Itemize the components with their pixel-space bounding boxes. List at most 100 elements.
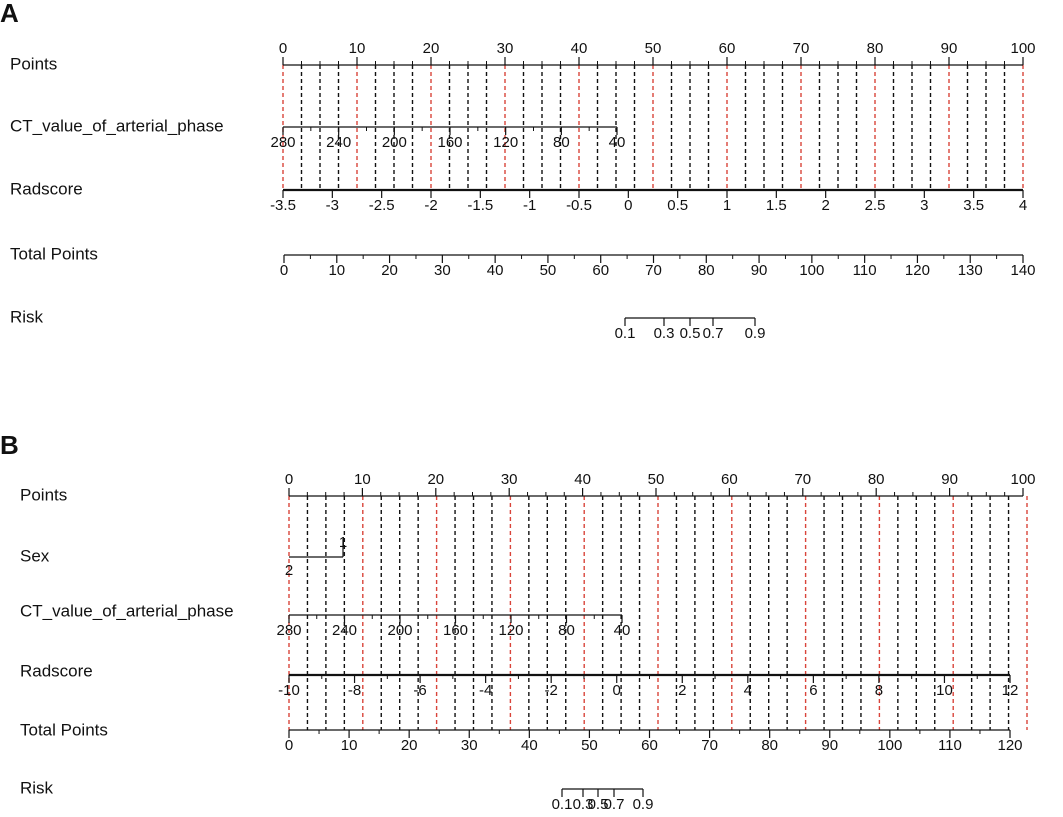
tick-label: 3.5 xyxy=(963,197,984,214)
tick-label: 80 xyxy=(698,262,715,279)
tick-label: 120 xyxy=(498,622,523,639)
tick-label: 50 xyxy=(645,40,662,57)
row-label: CT_value_of_arterial_phase xyxy=(20,601,234,620)
tick-label: 160 xyxy=(443,622,468,639)
tick-label: 280 xyxy=(276,622,301,639)
tick-label: 2 xyxy=(821,197,829,214)
tick-label: 120 xyxy=(493,134,518,151)
tick-label: 1 xyxy=(339,534,347,551)
tick-label: 50 xyxy=(540,262,557,279)
tick-label: 0.1 xyxy=(552,796,573,813)
tick-label: 6 xyxy=(809,682,817,699)
tick-label: -2 xyxy=(424,197,437,214)
tick-label: 50 xyxy=(648,471,665,488)
tick-label: 140 xyxy=(1010,262,1035,279)
row-label: Radscore xyxy=(10,179,83,198)
tick-label: 30 xyxy=(501,471,518,488)
tick-label: 0.3 xyxy=(654,325,675,342)
tick-label: -8 xyxy=(348,682,361,699)
tick-label: -3.5 xyxy=(270,197,296,214)
tick-label: 120 xyxy=(997,737,1022,754)
tick-label: 40 xyxy=(571,40,588,57)
tick-label: 240 xyxy=(326,134,351,151)
tick-label: 0.5 xyxy=(680,325,701,342)
tick-label: 20 xyxy=(427,471,444,488)
tick-label: 4 xyxy=(1019,197,1027,214)
tick-label: 3 xyxy=(920,197,928,214)
tick-label: 130 xyxy=(958,262,983,279)
tick-label: 10 xyxy=(341,737,358,754)
tick-label: 2 xyxy=(285,562,293,579)
tick-label: 0 xyxy=(285,471,293,488)
tick-label: 10 xyxy=(349,40,366,57)
tick-label: 100 xyxy=(799,262,824,279)
tick-label: 0 xyxy=(285,737,293,754)
tick-label: 70 xyxy=(645,262,662,279)
tick-label: 70 xyxy=(793,40,810,57)
tick-label: 90 xyxy=(941,40,958,57)
tick-label: 0.7 xyxy=(703,325,724,342)
tick-label: 60 xyxy=(592,262,609,279)
tick-label: 80 xyxy=(761,737,778,754)
tick-label: 200 xyxy=(387,622,412,639)
tick-label: 60 xyxy=(719,40,736,57)
tick-label: 90 xyxy=(751,262,768,279)
tick-label: 2.5 xyxy=(865,197,886,214)
tick-label: -1.5 xyxy=(467,197,493,214)
row-label: CT_value_of_arterial_phase xyxy=(10,116,224,135)
tick-label: 0.9 xyxy=(745,325,766,342)
tick-label: 1.5 xyxy=(766,197,787,214)
tick-label: 160 xyxy=(437,134,462,151)
tick-label: 8 xyxy=(875,682,883,699)
tick-label: 0 xyxy=(624,197,632,214)
tick-label: 110 xyxy=(853,262,877,279)
tick-label: 90 xyxy=(821,737,838,754)
tick-label: 80 xyxy=(867,40,884,57)
tick-label: 30 xyxy=(434,262,451,279)
tick-label: -10 xyxy=(278,682,300,699)
tick-label: 30 xyxy=(497,40,514,57)
tick-label: 20 xyxy=(381,262,398,279)
tick-label: 0.9 xyxy=(633,796,654,813)
row-label: Total Points xyxy=(20,720,108,739)
tick-label: -1 xyxy=(523,197,536,214)
tick-label: -0.5 xyxy=(566,197,592,214)
tick-label: 0.3 xyxy=(573,796,594,813)
tick-label: 0 xyxy=(280,262,288,279)
tick-label: 90 xyxy=(941,471,958,488)
tick-label: 2 xyxy=(678,682,686,699)
tick-label: -3 xyxy=(326,197,339,214)
tick-label: 70 xyxy=(701,737,718,754)
tick-label: 0 xyxy=(279,40,287,57)
tick-label: 200 xyxy=(382,134,407,151)
tick-label: 40 xyxy=(614,622,631,639)
tick-label: 80 xyxy=(558,622,575,639)
tick-label: 40 xyxy=(487,262,504,279)
tick-label: -6 xyxy=(413,682,426,699)
tick-label: 40 xyxy=(609,134,626,151)
tick-label: 0.5 xyxy=(667,197,688,214)
tick-label: 240 xyxy=(332,622,357,639)
row-label: Points xyxy=(10,54,57,73)
row-label: Risk xyxy=(20,778,54,797)
tick-label: 40 xyxy=(521,737,538,754)
row-label: Points xyxy=(20,485,67,504)
tick-label: 50 xyxy=(581,737,598,754)
tick-label: 60 xyxy=(721,471,738,488)
tick-label: 10 xyxy=(936,682,953,699)
tick-label: 80 xyxy=(553,134,570,151)
tick-label: 20 xyxy=(423,40,440,57)
tick-label: 100 xyxy=(877,737,902,754)
tick-label: 20 xyxy=(401,737,418,754)
row-label: Total Points xyxy=(10,244,98,263)
tick-label: -4 xyxy=(479,682,492,699)
tick-label: 12 xyxy=(1002,682,1019,699)
tick-label: 0.5 xyxy=(588,796,609,813)
tick-label: -2.5 xyxy=(369,197,395,214)
tick-label: 100 xyxy=(1010,40,1035,57)
tick-label: -2 xyxy=(545,682,558,699)
tick-label: 110 xyxy=(938,737,962,754)
tick-label: 10 xyxy=(328,262,345,279)
tick-label: 120 xyxy=(905,262,930,279)
